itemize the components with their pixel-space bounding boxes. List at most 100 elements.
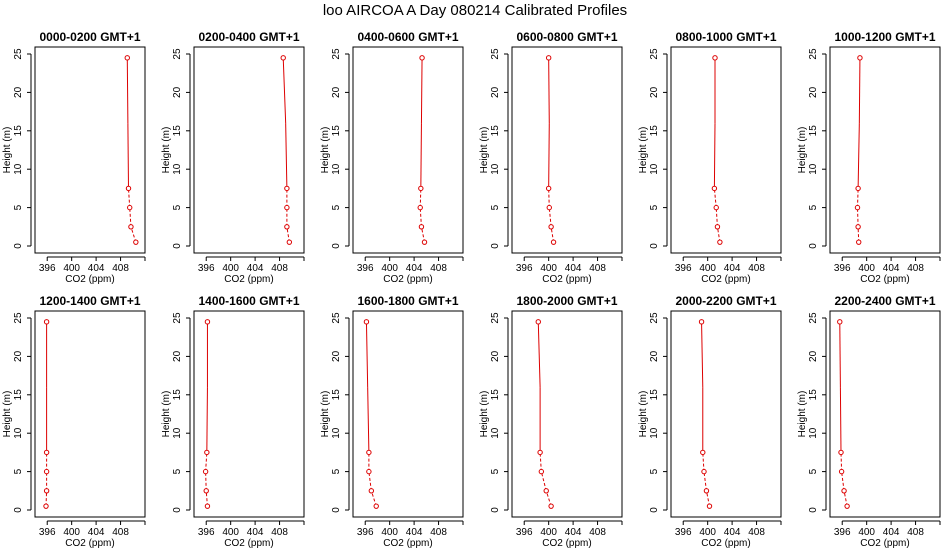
- y-axis-label: Height (m): [320, 391, 331, 438]
- x-tick-label: 396: [357, 263, 374, 274]
- data-point: [706, 503, 713, 509]
- x-axis-label: CO2 (ppm): [542, 538, 591, 549]
- x-tick-label: 400: [222, 263, 239, 274]
- y-tick-label: 25: [490, 48, 501, 60]
- data-point: [855, 224, 861, 230]
- data-point: [286, 239, 293, 245]
- y-tick-label: 10: [649, 163, 660, 175]
- profile-segment: [857, 188, 859, 208]
- panel-title: 0200-0400 GMT+1: [198, 30, 299, 44]
- x-tick-label: 404: [724, 527, 741, 538]
- y-tick-label: 25: [649, 312, 660, 324]
- data-point: [417, 204, 423, 211]
- data-point: [124, 55, 130, 61]
- x-axis-label: CO2 (ppm): [383, 274, 432, 285]
- y-tick-label: 20: [172, 86, 183, 98]
- x-tick-label: 408: [748, 263, 765, 274]
- x-tick-label: 396: [834, 263, 851, 274]
- data-point: [714, 224, 721, 230]
- x-axis-label: CO2 (ppm): [65, 274, 114, 285]
- data-point: [855, 185, 861, 192]
- plot-frame: [193, 310, 305, 518]
- profile-segment: [205, 471, 207, 491]
- data-point: [43, 468, 50, 475]
- panel-title: 2200-2400 GMT+1: [834, 294, 935, 308]
- profile-segment: [857, 207, 859, 227]
- y-tick-label: 0: [331, 507, 342, 513]
- panel-title: 1200-1400 GMT+1: [39, 294, 140, 308]
- y-tick-label: 15: [649, 389, 660, 401]
- profile-segment: [548, 207, 552, 227]
- data-point: [698, 319, 705, 325]
- data-point: [133, 239, 139, 245]
- y-tick-label: 20: [808, 350, 819, 362]
- y-tick-label: 15: [331, 389, 342, 401]
- y-axis-label: Height (m): [479, 391, 490, 438]
- x-tick-label: 404: [247, 263, 264, 274]
- y-tick-label: 5: [172, 468, 183, 474]
- data-point: [128, 224, 134, 230]
- data-point: [366, 449, 372, 456]
- x-tick-label: 404: [883, 263, 900, 274]
- data-point: [854, 204, 861, 211]
- profile-segment: [839, 321, 841, 388]
- x-tick-label: 396: [516, 527, 533, 538]
- y-tick-label: 25: [172, 312, 183, 324]
- y-tick-label: 5: [808, 204, 819, 210]
- x-axis-label: CO2 (ppm): [383, 538, 432, 549]
- y-tick-label: 20: [649, 86, 660, 98]
- x-tick-label: 400: [222, 527, 239, 538]
- profile-segment: [419, 188, 422, 208]
- data-point: [548, 224, 554, 230]
- plot-frame: [511, 310, 623, 518]
- data-point: [204, 319, 211, 325]
- y-axis-label: Height (m): [2, 391, 13, 438]
- y-tick-label: 10: [331, 427, 342, 439]
- profile-segment: [285, 123, 288, 189]
- y-tick-label: 10: [808, 427, 819, 439]
- y-tick-label: 10: [649, 427, 660, 439]
- x-tick-label: 408: [748, 527, 765, 538]
- y-tick-label: 5: [490, 204, 501, 210]
- y-axis-label: Height (m): [638, 127, 649, 174]
- y-tick-label: 15: [649, 125, 660, 137]
- data-point: [418, 185, 424, 192]
- profile-segment: [713, 188, 717, 208]
- x-tick-label: 404: [724, 263, 741, 274]
- y-tick-label: 15: [172, 125, 183, 137]
- y-tick-label: 10: [13, 163, 24, 175]
- x-tick-label: 400: [699, 527, 716, 538]
- y-tick-label: 25: [331, 48, 342, 60]
- x-axis-label: CO2 (ppm): [542, 274, 591, 285]
- x-axis-label: CO2 (ppm): [701, 274, 750, 285]
- x-axis-label: CO2 (ppm): [224, 274, 273, 285]
- profile-segment: [537, 321, 541, 388]
- x-tick-label: 404: [565, 527, 582, 538]
- y-tick-label: 20: [490, 350, 501, 362]
- y-tick-label: 10: [172, 427, 183, 439]
- profile-segment: [205, 452, 208, 472]
- plot-frame: [193, 46, 305, 254]
- x-tick-label: 404: [88, 263, 105, 274]
- plot-frame: [352, 310, 464, 518]
- data-point: [202, 468, 209, 475]
- figure-title: loo AIRCOA A Day 080214 Calibrated Profi…: [322, 2, 628, 19]
- x-tick-label: 400: [63, 527, 80, 538]
- y-axis-label: Height (m): [161, 127, 172, 174]
- y-tick-label: 10: [172, 163, 183, 175]
- y-tick-label: 5: [490, 468, 501, 474]
- x-tick-label: 408: [430, 527, 447, 538]
- x-tick-label: 396: [198, 527, 215, 538]
- profile-segment: [701, 321, 704, 388]
- profile-segment: [548, 123, 550, 189]
- panel-title: 1600-1800 GMT+1: [357, 294, 458, 308]
